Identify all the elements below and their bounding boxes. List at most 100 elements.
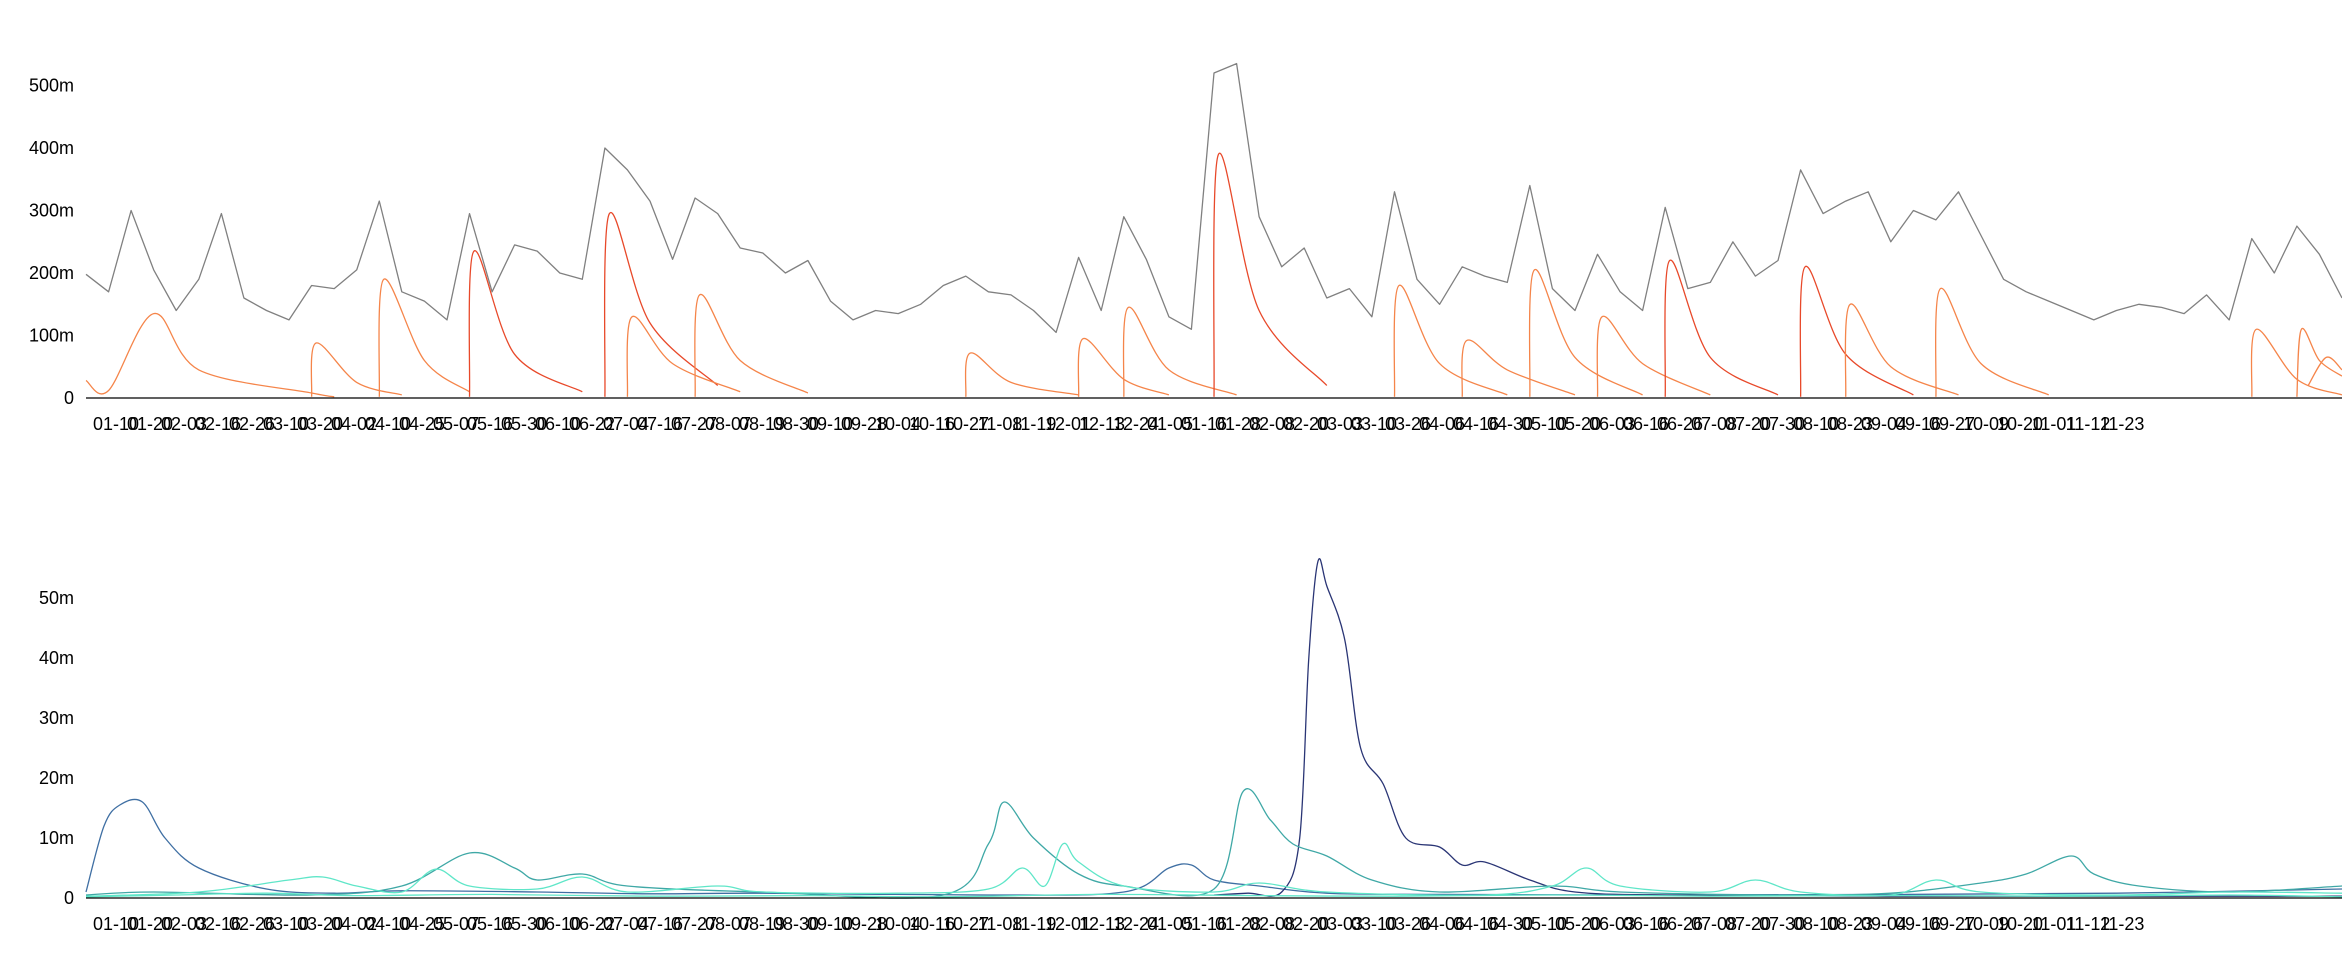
x-tick-label: 07-20 — [1725, 414, 1771, 434]
x-tick-label: 02-16 — [195, 414, 241, 434]
x-tick-label: 07-08 — [1691, 914, 1737, 934]
x-tick-label: 10-27 — [943, 414, 989, 434]
x-tick-label: 12-13 — [1079, 414, 1125, 434]
series-line — [85, 798, 2342, 896]
spike-line — [1213, 152, 1328, 397]
x-tick-label: 04-06 — [1419, 414, 1465, 434]
x-tick-label: 10-04 — [875, 414, 921, 434]
x-tick-label: 10-27 — [943, 914, 989, 934]
x-tick-label: 10-20 — [1997, 414, 2043, 434]
x-tick-label: 02-26 — [229, 414, 275, 434]
x-tick-label: 10-04 — [875, 914, 921, 934]
x-tick-label: 05-20 — [1555, 914, 1601, 934]
x-tick-label: 09-16 — [1895, 414, 1941, 434]
x-tick-label: 02-16 — [195, 914, 241, 934]
bottom-line-chart: 010m20m30m40m50m01-1001-2002-0302-1602-2… — [39, 558, 2342, 934]
spike-line — [1461, 339, 1576, 397]
x-tick-label: 07-16 — [637, 914, 683, 934]
x-tick-label: 06-10 — [535, 414, 581, 434]
spike-line — [694, 294, 809, 397]
x-tick-label: 01-10 — [93, 414, 139, 434]
x-tick-label: 01-20 — [127, 414, 173, 434]
y-tick-label: 400m — [29, 138, 74, 158]
x-tick-label: 05-10 — [1521, 914, 1567, 934]
x-tick-label: 09-10 — [807, 914, 853, 934]
x-tick-label: 08-10 — [1793, 914, 1839, 934]
x-tick-label: 06-16 — [1623, 414, 1669, 434]
x-tick-label: 12-13 — [1079, 914, 1125, 934]
x-tick-label: 09-28 — [841, 914, 887, 934]
x-tick-label: 07-20 — [1725, 914, 1771, 934]
x-tick-label: 08-23 — [1827, 914, 1873, 934]
x-tick-label: 02-08 — [1249, 414, 1295, 434]
x-tick-label: 08-23 — [1827, 414, 1873, 434]
spike-line — [2296, 327, 2342, 397]
x-tick-label: 06-26 — [1657, 914, 1703, 934]
spike-line — [1528, 269, 1643, 397]
x-tick-label: 03-26 — [1385, 414, 1431, 434]
x-tick-label: 03-20 — [297, 414, 343, 434]
x-tick-label: 07-30 — [1759, 414, 1805, 434]
x-tick-label: 05-07 — [433, 414, 479, 434]
spike-line — [85, 312, 335, 398]
x-tick-label: 08-10 — [1793, 414, 1839, 434]
spike-line — [626, 315, 741, 397]
x-tick-label: 04-06 — [1419, 914, 1465, 934]
x-tick-label: 06-22 — [569, 414, 615, 434]
x-tick-label: 04-30 — [1487, 414, 1533, 434]
spike-line — [310, 342, 402, 397]
x-tick-label: 09-10 — [807, 414, 853, 434]
x-tick-label: 07-27 — [671, 414, 717, 434]
spike-line — [1664, 259, 1779, 397]
x-tick-label: 02-26 — [229, 914, 275, 934]
spike-line — [1077, 337, 1170, 397]
x-tick-label: 11-19 — [1012, 914, 1057, 934]
x-tick-label: 03-10 — [1351, 914, 1397, 934]
x-tick-label: 02-20 — [1283, 914, 1329, 934]
x-tick-label: 11-08 — [978, 414, 1023, 434]
y-tick-label: 50m — [39, 588, 74, 608]
spike-line — [603, 211, 719, 397]
x-tick-label: 08-19 — [739, 914, 785, 934]
x-tick-label: 10-16 — [909, 914, 955, 934]
x-tick-label: 12-01 — [1045, 414, 1091, 434]
x-tick-label: 09-27 — [1929, 414, 1975, 434]
x-tick-label: 10-09 — [1963, 914, 2009, 934]
x-tick-label: 01-05 — [1147, 914, 1193, 934]
x-tick-label: 09-04 — [1861, 414, 1907, 434]
x-tick-label: 03-10 — [1351, 414, 1397, 434]
x-tick-label: 05-30 — [501, 914, 547, 934]
x-tick-label: 11-01 — [2032, 414, 2077, 434]
x-tick-label: 04-30 — [1487, 914, 1533, 934]
x-tick-label: 02-08 — [1249, 914, 1295, 934]
x-tick-label: 01-28 — [1215, 414, 1261, 434]
y-tick-label: 300m — [29, 201, 74, 221]
series-line — [85, 892, 2342, 898]
x-tick-label: 04-10 — [365, 914, 411, 934]
x-tick-label: 01-16 — [1181, 914, 1227, 934]
x-tick-label: 11-12 — [2066, 414, 2111, 434]
x-tick-label: 08-07 — [705, 914, 751, 934]
x-tick-label: 10-20 — [1997, 914, 2043, 934]
x-tick-label: 09-16 — [1895, 914, 1941, 934]
x-tick-label: 03-26 — [1385, 914, 1431, 934]
y-tick-label: 40m — [39, 648, 74, 668]
x-tick-label: 06-26 — [1657, 414, 1703, 434]
top-line-chart: 0 100m 200m 300m 400m 500m 01-1001-2002-0302-1… — [29, 62, 2342, 434]
spike-line — [2307, 356, 2342, 386]
x-tick-label: 08-19 — [739, 414, 785, 434]
x-tick-label: 04-16 — [1453, 414, 1499, 434]
x-tick-label: 05-07 — [433, 914, 479, 934]
x-tick-label: 01-28 — [1215, 914, 1261, 934]
x-tick-label: 01-10 — [93, 914, 139, 934]
x-tick-label: 01-20 — [127, 914, 173, 934]
x-tick-label: 11-08 — [978, 914, 1023, 934]
spike-line — [2250, 328, 2342, 397]
spike-line — [1844, 303, 1959, 397]
x-tick-label: 03-10 — [263, 414, 309, 434]
x-tick-label: 10-09 — [1963, 414, 2009, 434]
x-tick-label: 02-20 — [1283, 414, 1329, 434]
x-tick-label: 12-24 — [1113, 414, 1159, 434]
x-tick-label: 05-16 — [467, 414, 513, 434]
